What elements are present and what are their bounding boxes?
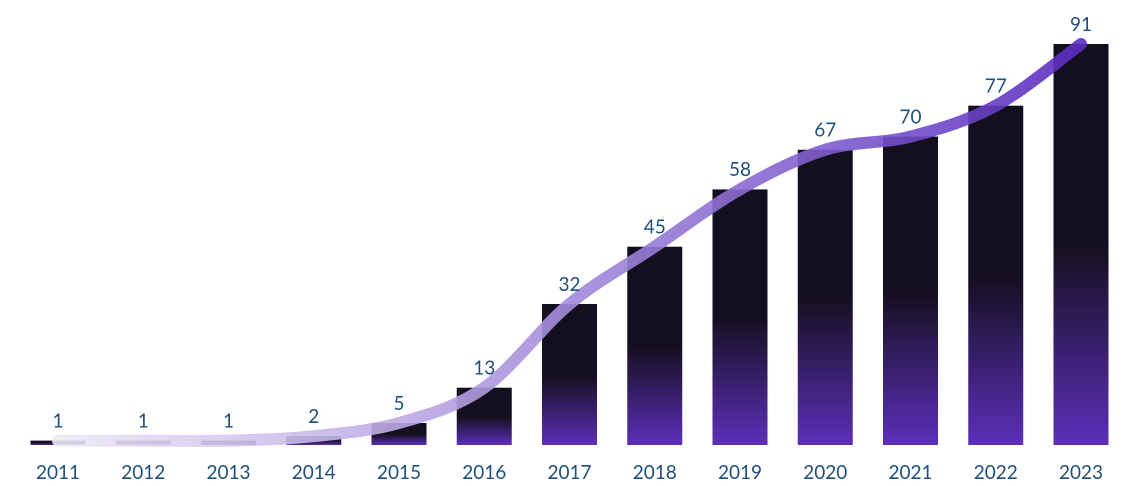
x-tick-label: 2015 [377,461,421,484]
bar [968,105,1024,445]
value-label: 32 [558,273,580,296]
x-tick-label: 2023 [1059,461,1103,484]
x-tick-label: 2013 [206,461,250,484]
value-label: 1 [223,409,234,432]
bar [712,189,768,445]
x-tick-label: 2019 [718,461,762,484]
bar [883,136,938,446]
value-label: 67 [814,119,836,142]
value-label: 1 [52,409,63,432]
bar [627,246,683,445]
value-label: 91 [1070,13,1092,36]
value-label: 5 [393,392,404,415]
x-tick-label: 2011 [36,461,80,484]
bar [1053,44,1109,445]
x-tick-label: 2012 [121,461,165,484]
x-tick-label: 2016 [462,461,506,484]
value-label: 13 [473,357,495,380]
bar [797,149,853,445]
value-label: 1 [138,409,149,432]
value-label: 70 [899,105,921,128]
x-tick-label: 2022 [974,461,1018,484]
trend-line [52,38,1087,447]
x-tick-label: 2014 [292,461,336,484]
x-tick-label: 2018 [633,461,677,484]
x-tick-label: 2021 [888,461,932,484]
value-label: 58 [729,158,751,181]
value-label: 2 [308,405,319,428]
x-tick-label: 2020 [803,461,847,484]
value-label: 45 [644,216,666,239]
value-label: 77 [985,75,1007,98]
x-tick-label: 2017 [547,461,591,484]
